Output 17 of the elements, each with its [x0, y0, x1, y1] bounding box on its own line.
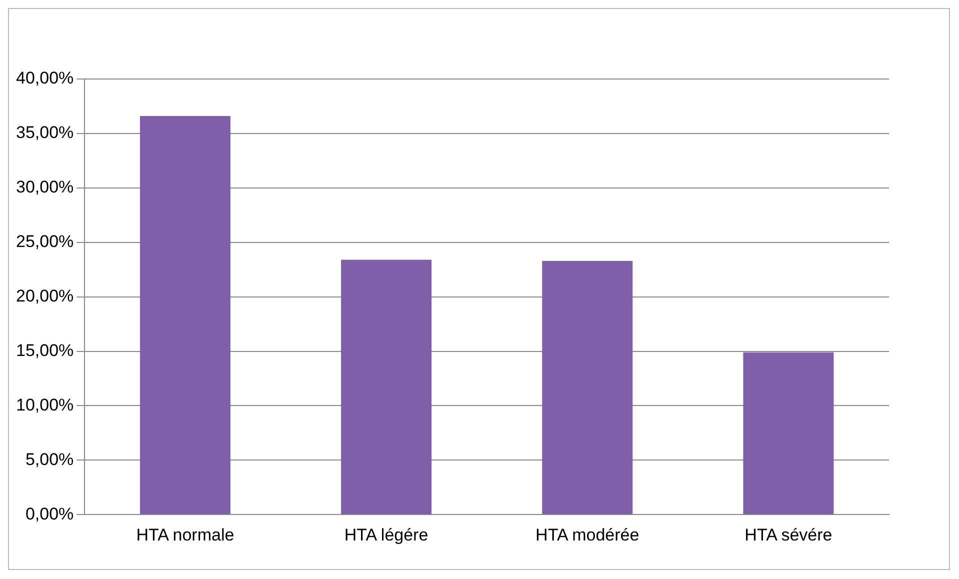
bar — [140, 116, 230, 514]
y-tick-label: 25,00% — [16, 232, 74, 252]
y-tick-label: 15,00% — [16, 340, 74, 360]
x-tick-label: HTA modérée — [536, 525, 640, 544]
x-tick-label: HTA légére — [344, 525, 428, 544]
y-tick-label: 40,00% — [16, 68, 74, 88]
x-tick-label: HTA normale — [136, 525, 234, 544]
y-tick-label: 10,00% — [16, 395, 74, 414]
y-tick-label: 35,00% — [16, 123, 74, 142]
bar — [341, 260, 432, 514]
y-tick-label: 30,00% — [16, 178, 74, 197]
y-tick-label: 20,00% — [16, 286, 74, 306]
bar — [743, 352, 834, 514]
y-tick-label: 0,00% — [25, 504, 74, 524]
y-tick-label: 5,00% — [25, 450, 74, 469]
x-tick-label: HTA sévére — [744, 525, 832, 544]
bar — [542, 260, 633, 514]
